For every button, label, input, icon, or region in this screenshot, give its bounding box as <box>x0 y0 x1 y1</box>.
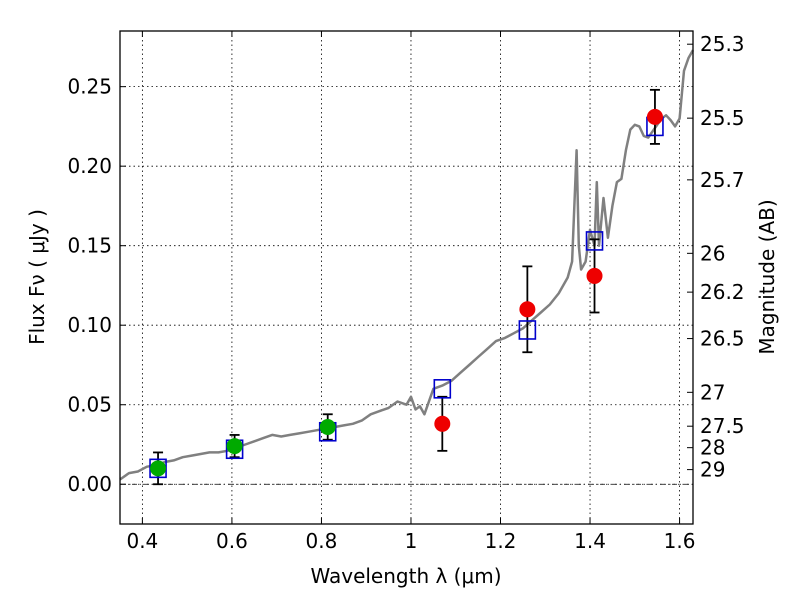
tick-labels: 0.4 0.6 0.8 1 1.2 1.4 1.6 0.00 0.05 0.10 0.15 0.20 0… <box>67 32 744 553</box>
right-tick-label: 25.7 <box>700 168 745 192</box>
observed-point <box>519 301 536 318</box>
y-tick-label: 0.05 <box>67 393 112 417</box>
grid <box>120 31 693 524</box>
observed-point <box>226 438 243 455</box>
x-tick-label: 1.4 <box>574 529 606 553</box>
right-tick-label: 26 <box>700 241 725 265</box>
observed-point <box>586 267 603 284</box>
observed-point <box>646 108 663 125</box>
right-tick-label: 28 <box>700 436 725 460</box>
right-tick-label: 27 <box>700 380 725 404</box>
x-tick-label: 0.6 <box>216 529 248 553</box>
observed-point <box>319 418 336 435</box>
x-tick-label: 1.6 <box>664 529 696 553</box>
y-tick-label: 0.25 <box>67 75 112 99</box>
observed-point <box>434 415 451 432</box>
x-tick-label: 1 <box>405 529 418 553</box>
spectrum-line <box>119 49 695 481</box>
spectrum-series <box>119 49 695 481</box>
right-tick-label: 25.3 <box>700 32 745 56</box>
y-axis-label: Flux Fν ( μJy ) <box>25 209 49 345</box>
observed-point <box>150 460 167 477</box>
y-tick-label: 0.10 <box>67 313 112 337</box>
x-axis-label: Wavelength λ (μm) <box>310 564 501 588</box>
plot-frame <box>119 30 694 525</box>
right-tick-label: 25.5 <box>700 106 745 130</box>
right-axis-label: Magnitude (AB) <box>755 199 779 354</box>
axis-ticks <box>120 31 693 524</box>
x-tick-label: 0.8 <box>306 529 338 553</box>
error-bars <box>153 88 660 486</box>
right-tick-label: 27.5 <box>700 414 745 438</box>
right-tick-label: 29 <box>700 458 725 482</box>
model-square-marker <box>585 231 604 251</box>
data-markers <box>149 108 664 479</box>
model-square-marker <box>518 320 537 340</box>
right-tick-label: 26.2 <box>700 280 745 304</box>
y-tick-label: 0.00 <box>67 472 112 496</box>
x-tick-label: 1.2 <box>485 529 517 553</box>
right-tick-label: 26.5 <box>700 327 745 351</box>
model-square-marker <box>433 379 452 399</box>
x-tick-label: 0.4 <box>126 529 158 553</box>
y-tick-label: 0.20 <box>67 154 112 178</box>
y-tick-label: 0.15 <box>67 234 112 258</box>
